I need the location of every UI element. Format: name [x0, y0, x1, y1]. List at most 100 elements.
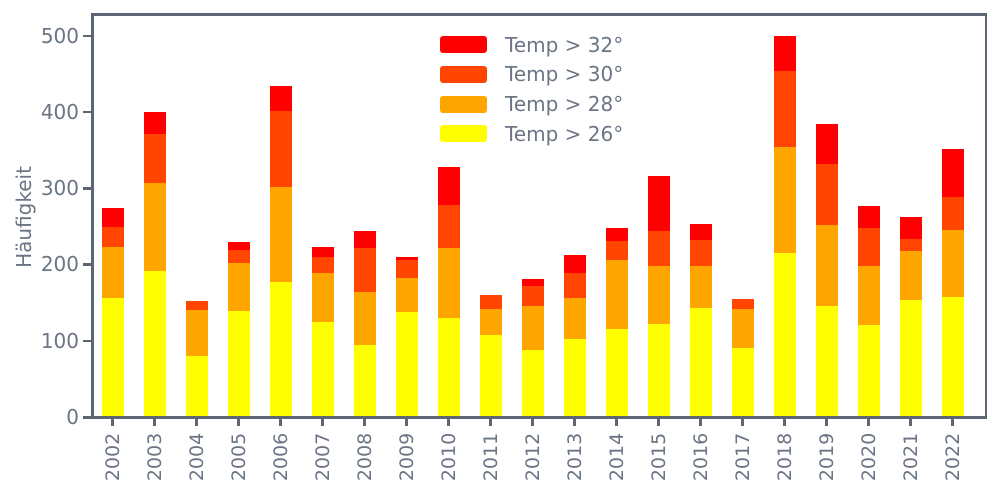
x-tick-mark	[573, 418, 576, 426]
bar-segment-2002-28	[101, 247, 124, 299]
bar-segment-2007-26	[311, 322, 334, 416]
y-tick-label: 300	[40, 176, 79, 201]
bar-segment-2018-28	[773, 147, 796, 253]
bar-segment-2020-28	[857, 265, 880, 326]
x-tick-label: 2021	[899, 432, 922, 482]
x-tick-mark	[111, 418, 114, 426]
bar-segment-2002-30	[101, 226, 124, 248]
bar-segment-2019-30	[815, 164, 838, 226]
x-tick-mark	[489, 418, 492, 426]
y-tick-label: 500	[40, 23, 79, 48]
x-tick-label: 2011	[479, 432, 502, 482]
x-tick-mark	[321, 418, 324, 426]
x-tick-label: 2015	[647, 432, 670, 482]
bar-segment-2014-26	[605, 329, 628, 416]
bar-segment-2019-28	[815, 225, 838, 307]
bar-segment-2017-30	[731, 299, 754, 310]
y-tick-label: 200	[40, 252, 79, 277]
bar-segment-2008-30	[353, 248, 376, 293]
x-tick-mark	[237, 418, 240, 426]
bar-segment-2011-26	[479, 335, 502, 416]
bar-segment-2003-30	[143, 134, 166, 183]
bar-segment-2020-26	[857, 325, 880, 416]
bar-segment-2014-32	[605, 228, 628, 241]
x-tick-label: 2018	[773, 432, 796, 482]
x-tick-mark	[363, 418, 366, 426]
bar-segment-2005-32	[227, 242, 250, 250]
bar-segment-2003-28	[143, 182, 166, 272]
bar-segment-2013-30	[563, 273, 586, 299]
bar-segment-2021-26	[899, 300, 922, 416]
bar-segment-2015-26	[647, 323, 670, 416]
x-tick-mark	[783, 418, 786, 426]
bar-segment-2004-26	[185, 356, 208, 416]
x-tick-mark	[615, 418, 618, 426]
bar-segment-2022-30	[941, 197, 964, 230]
y-tick-mark	[83, 339, 91, 343]
bar-segment-2003-32	[143, 112, 166, 135]
bar-segment-2018-26	[773, 252, 796, 416]
bar-segment-2018-30	[773, 71, 796, 148]
x-tick-mark	[405, 418, 408, 426]
y-tick-mark	[83, 416, 91, 419]
right-spine	[984, 13, 987, 419]
x-tick-mark	[825, 418, 828, 426]
bar-segment-2020-30	[857, 227, 880, 266]
bar-segment-2009-32	[395, 256, 418, 260]
y-tick-label: 0	[66, 405, 79, 429]
x-tick-mark	[447, 418, 450, 426]
bar-segment-2008-26	[353, 345, 376, 416]
y-tick-mark	[83, 263, 91, 266]
x-tick-label: 2005	[227, 432, 250, 482]
bar-segment-2012-32	[521, 278, 544, 286]
x-tick-label: 2020	[857, 432, 880, 482]
x-tick-mark	[909, 418, 912, 426]
bar-segment-2002-32	[101, 208, 124, 227]
bar-segment-2016-32	[689, 224, 712, 240]
bar-segment-2010-32	[437, 167, 460, 205]
legend-swatch-26	[440, 125, 487, 143]
left-spine	[91, 13, 94, 419]
bar-segment-2004-30	[185, 300, 208, 310]
x-tick-mark	[195, 418, 198, 426]
bar-segment-2008-32	[353, 230, 376, 249]
y-tick-mark	[83, 34, 91, 37]
bar-segment-2003-26	[143, 271, 166, 416]
x-tick-label: 2022	[941, 432, 964, 482]
x-tick-label: 2009	[395, 432, 418, 482]
bar-segment-2005-26	[227, 311, 250, 416]
y-tick-mark	[83, 110, 91, 114]
legend-label-28: Temp > 28°	[505, 92, 624, 117]
bar-segment-2012-28	[521, 306, 544, 351]
bar-segment-2006-30	[269, 110, 292, 188]
bar-segment-2017-28	[731, 309, 754, 349]
bar-segment-2012-30	[521, 285, 544, 307]
bar-segment-2013-26	[563, 338, 586, 416]
bar-segment-2015-28	[647, 266, 670, 324]
x-tick-mark	[279, 418, 282, 426]
x-tick-mark	[699, 418, 702, 426]
bar-segment-2013-28	[563, 298, 586, 339]
bar-segment-2009-30	[395, 259, 418, 278]
bar-segment-2016-30	[689, 239, 712, 267]
bar-segment-2018-32	[773, 36, 796, 72]
bar-segment-2022-28	[941, 229, 964, 297]
bar-segment-2021-30	[899, 238, 922, 252]
top-spine	[91, 13, 987, 16]
x-tick-label: 2019	[815, 432, 838, 482]
bar-segment-2014-30	[605, 240, 628, 261]
y-tick-label: 100	[40, 328, 79, 353]
x-tick-mark	[867, 418, 870, 426]
legend-swatch-30	[440, 65, 487, 83]
bar-segment-2007-32	[311, 246, 334, 258]
bottom-spine	[91, 416, 987, 419]
bar-segment-2012-26	[521, 350, 544, 416]
x-tick-label: 2008	[353, 432, 376, 482]
x-tick-label: 2014	[605, 432, 628, 482]
bar-segment-2019-26	[815, 306, 838, 416]
bar-segment-2002-26	[101, 298, 124, 416]
y-tick-mark	[83, 187, 91, 190]
bar-segment-2006-28	[269, 187, 292, 283]
legend-label-30: Temp > 30°	[505, 62, 624, 87]
bar-segment-2022-32	[941, 148, 964, 197]
